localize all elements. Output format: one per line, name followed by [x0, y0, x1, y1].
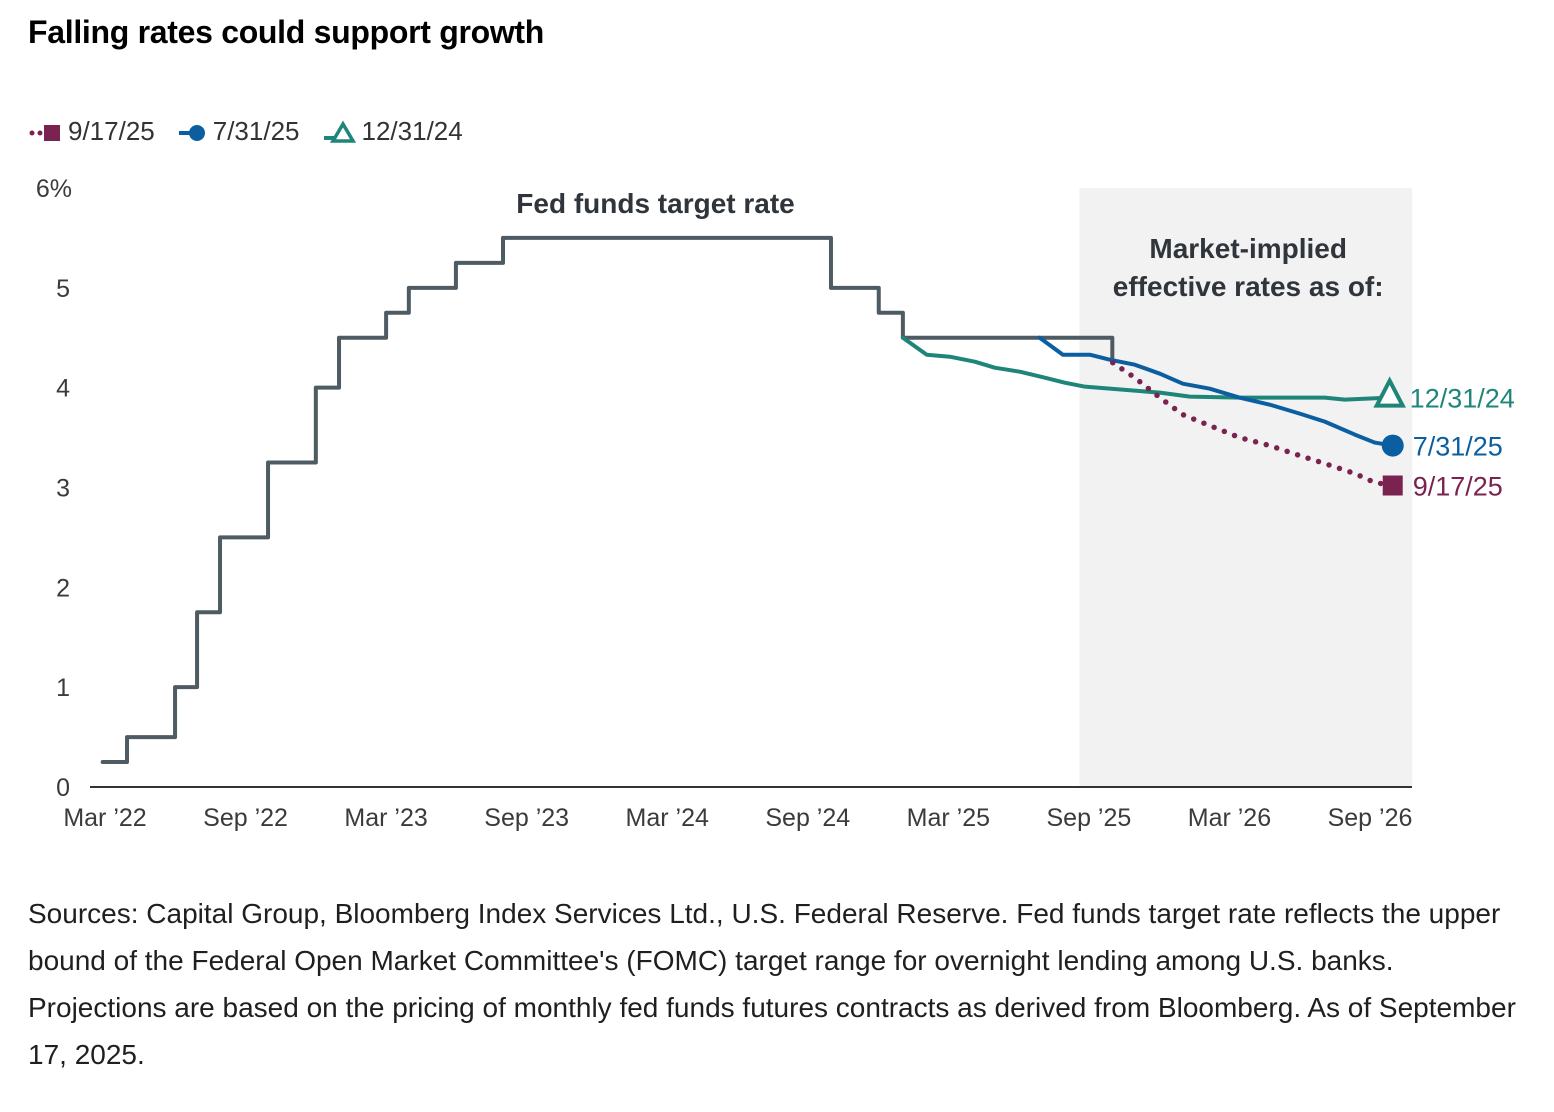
- rates-chart: 0 1 2 3 4 5 6% Mar ’22 Sep ’22 Mar ’23 Sep ’23 Mar …: [36, 175, 1515, 832]
- x-tick-label: Mar ’25: [907, 804, 990, 832]
- y-tick-label: 3: [56, 475, 70, 503]
- triangle-marker: [1373, 376, 1406, 408]
- market-implied-annotation: effective rates as of:: [1113, 271, 1384, 302]
- y-tick-label: 0: [56, 774, 70, 802]
- square-marker-icon: [29, 124, 60, 141]
- x-tick-label: Mar ’23: [344, 804, 427, 832]
- x-tick-label: Sep ’23: [484, 804, 569, 832]
- x-tick-label: Sep ’22: [203, 804, 288, 832]
- x-tick-label: Sep ’24: [765, 804, 850, 832]
- x-tick-label: Sep ’26: [1328, 804, 1413, 832]
- series-line-12-31-24: [900, 335, 1392, 402]
- series-end-label: 9/17/25: [1413, 472, 1503, 502]
- x-tick-label: Mar ’26: [1188, 804, 1271, 832]
- y-tick-label: 4: [56, 375, 70, 403]
- legend-item-7-31-25: 7/31/25: [177, 116, 300, 147]
- circle-marker-icon: [178, 124, 205, 141]
- y-tick-label: 2: [56, 574, 70, 602]
- y-tick-label: 1: [56, 674, 70, 702]
- legend-label: 12/31/24: [361, 116, 463, 146]
- fed-funds-annotation: Fed funds target rate: [516, 188, 794, 219]
- legend-item-9-17-25: 9/17/25: [28, 116, 155, 147]
- legend-label: 9/17/25: [68, 116, 155, 146]
- triangle-marker-icon: [323, 120, 356, 143]
- square-marker: [1382, 475, 1403, 496]
- x-tick-label: Mar ’22: [63, 804, 146, 832]
- fed-funds-step-line: [100, 235, 1115, 765]
- footnote: Sources: Capital Group, Bloomberg Index …: [28, 898, 1516, 1070]
- forecast-shaded-region: [1079, 188, 1413, 787]
- y-tick-label: 5: [56, 275, 70, 303]
- series-line-7-31-25: [1037, 335, 1395, 448]
- circle-marker: [1381, 434, 1404, 457]
- market-implied-annotation: Market-implied: [1149, 233, 1347, 264]
- chart-title: Falling rates could support growth: [28, 14, 545, 50]
- legend-item-12-31-24: 12/31/24: [322, 116, 463, 147]
- series-end-label: 7/31/25: [1413, 432, 1503, 462]
- y-tick-label: 6%: [36, 175, 72, 203]
- legend: 9/17/25 7/31/25 12/31/24: [28, 116, 485, 147]
- legend-label: 7/31/25: [212, 116, 300, 146]
- series-line-9-17-25: [1110, 359, 1396, 489]
- x-tick-label: Sep ’25: [1046, 804, 1131, 832]
- series-end-label: 12/31/24: [1410, 384, 1515, 414]
- x-tick-label: Mar ’24: [626, 804, 709, 832]
